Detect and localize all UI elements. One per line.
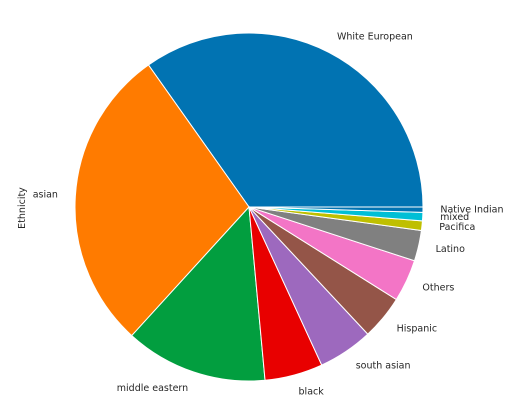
- slice-label-others: Others: [422, 283, 454, 294]
- slice-native-indian: [248, 206, 424, 213]
- slice-label-middle-eastern: middle eastern: [117, 383, 188, 394]
- slice-label-south-asian: south asian: [356, 360, 411, 371]
- y-axis-label: Ethnicity: [17, 187, 28, 229]
- slices-group: [74, 32, 424, 382]
- slice-label-hispanic: Hispanic: [397, 323, 437, 334]
- slice-label-pacifica: Pacifica: [439, 222, 475, 233]
- slice-label-native-indian: Native Indian: [440, 204, 503, 215]
- slice-label-asian: asian: [33, 190, 58, 201]
- slice-white-european: [147, 32, 424, 208]
- slice-label-mixed: mixed: [440, 212, 469, 223]
- slice-middle-eastern: [131, 205, 266, 382]
- slice-label-latino: Latino: [436, 244, 465, 255]
- slice-asian: [74, 64, 250, 337]
- slice-label-black: black: [299, 386, 325, 397]
- slice-label-white-european: White European: [337, 31, 413, 42]
- slice-labels-group: White European asian middle eastern black so…: [33, 31, 504, 397]
